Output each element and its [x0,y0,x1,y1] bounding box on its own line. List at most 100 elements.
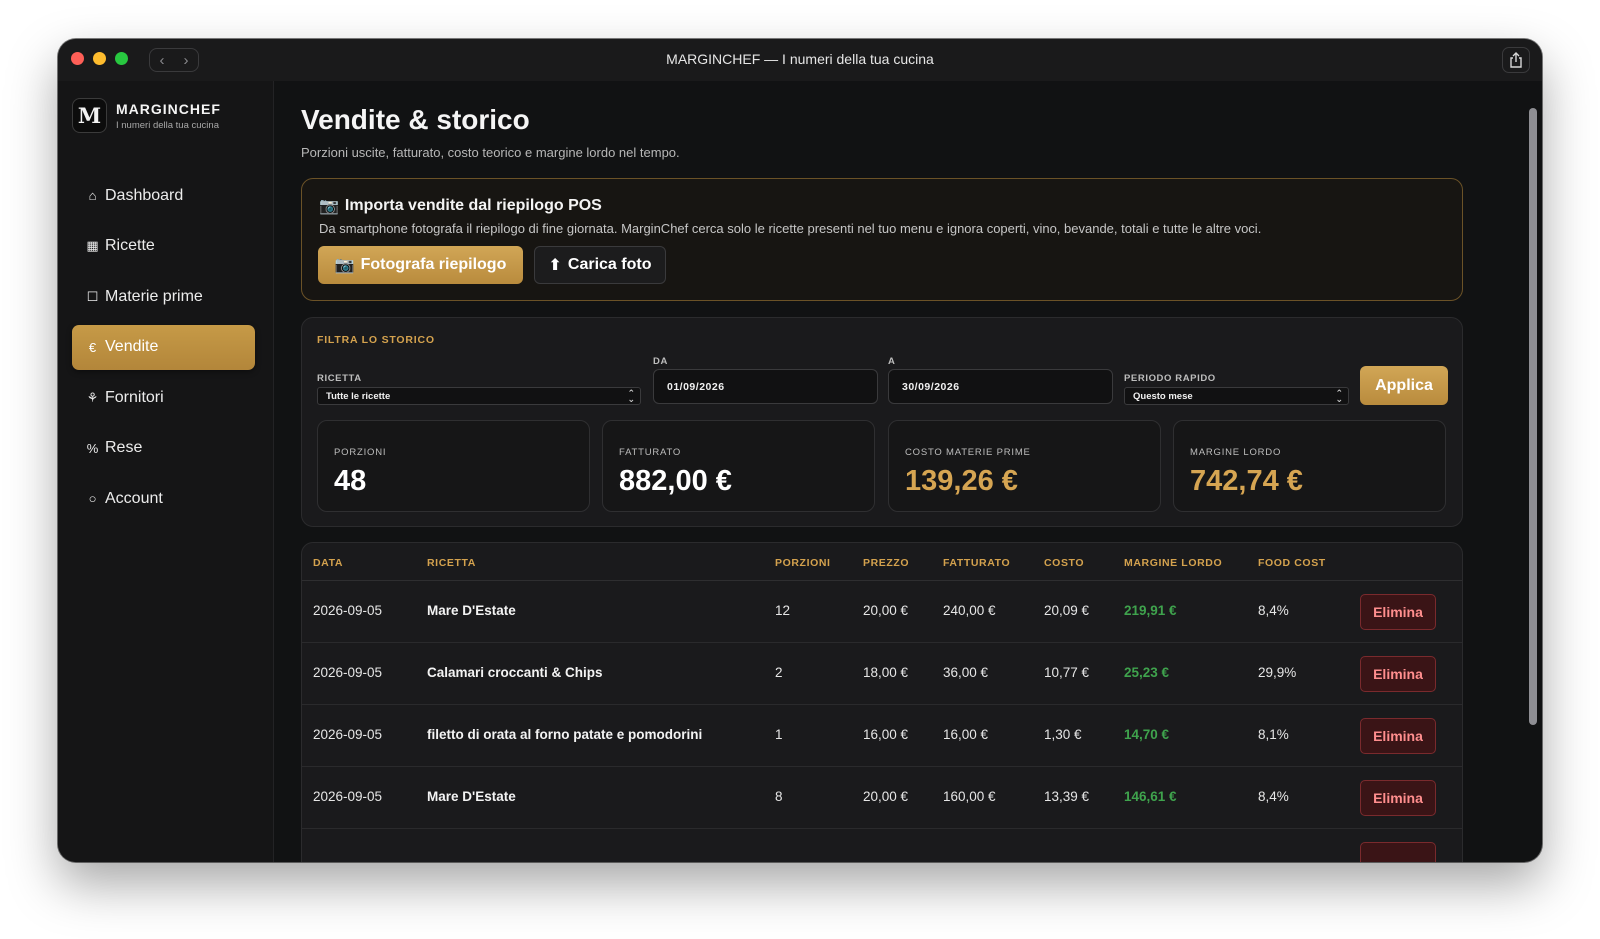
app-window: ‹ › MARGINCHEF — I numeri della tua cuci… [58,39,1542,862]
cell-margin: 25,23 € [1124,665,1170,680]
delete-button[interactable]: Elimina [1360,780,1436,816]
import-title-row: 📷 Importa vendite dal riepilogo POS [319,196,602,216]
cell-margin: 146,61 € [1124,789,1177,804]
period-select-value: Questo mese [1133,390,1193,402]
sidebar-item-label: Vendite [105,338,159,355]
stat-value: 139,26 € [905,465,1018,497]
minimize-window-button[interactable] [93,52,106,65]
zoom-window-button[interactable] [115,52,128,65]
share-button[interactable] [1502,47,1530,73]
select-arrows-icon: ⌃ ⌄ [627,388,635,404]
recipe-select-value: Tutte le ricette [326,390,391,402]
cell-date: 2026-09-05 [313,665,383,680]
cell-date: 2026-09-05 [313,789,383,804]
stat-value: 48 [334,465,367,497]
camera-icon: 📷 [319,198,339,215]
stat-value: 742,74 € [1190,465,1303,497]
from-date-value: 01/09/2026 [667,380,725,393]
close-window-button[interactable] [71,52,84,65]
select-arrows-icon: ⌃ ⌄ [1335,388,1343,404]
cell-margin: 14,70 € [1124,727,1170,742]
cell-date: 2026-09-05 [313,603,383,618]
table-row[interactable]: 2026-09-05 Mare D'Estate 12 20,00 € 240,00 €… [302,581,1462,643]
period-select[interactable]: Questo mese ⌃ ⌄ [1124,387,1349,405]
filter-card: FILTRA LO STORICO RICETTA Tutte le ricet… [301,317,1463,527]
back-icon[interactable]: ‹ [159,51,165,69]
sidebar-item-label: Dashboard [105,186,184,204]
column-header[interactable]: RICETTA [427,557,476,569]
apply-button[interactable]: Applica [1360,366,1448,405]
column-header[interactable]: PORZIONI [775,557,831,569]
from-date-label: DA [653,356,668,367]
upload-photo-button[interactable]: ⬆ Carica foto [534,246,666,284]
history-nav: ‹ › [149,48,199,72]
cell-price: 20,00 € [863,789,909,804]
list-icon: ▦ [86,238,99,253]
brand-logo: M [72,98,107,133]
stat-portions: PORZIONI 48 [317,420,590,512]
brand-tagline: I numeri della tua cucina [116,119,219,131]
sidebar-item-sales[interactable]: € Vendite [72,324,255,370]
cell-recipe: Mare D'Estate [427,603,516,618]
delete-button[interactable] [1360,842,1436,862]
page-subtitle: Porzioni uscite, fatturato, costo teoric… [301,145,680,160]
column-header[interactable]: MARGINE LORDO [1124,557,1223,569]
cell-portions: 12 [775,603,791,618]
import-pos-card: 📷 Importa vendite dal riepilogo POS Da s… [301,178,1463,301]
cell-cost: 13,39 € [1044,789,1090,804]
cell-date: 2026-09-05 [313,727,383,742]
brand: M MARGINCHEF I numeri della tua cucina [72,98,221,133]
upload-icon: ⬆ [548,257,562,274]
column-header[interactable]: COSTO [1044,557,1085,569]
sidebar-item-ingredients[interactable]: ☐ Materie prime [72,274,255,319]
table-row[interactable] [302,829,1462,862]
table-row[interactable]: 2026-09-05 filetto di orata al forno pata… [302,705,1462,767]
column-header[interactable]: DATA [313,557,344,569]
euro-icon: € [88,339,97,355]
window-title: MARGINCHEF — I numeri della tua cucina [666,51,934,67]
column-header[interactable]: FATTURATO [943,557,1011,569]
cell-food-cost: 29,9% [1258,665,1297,680]
table-row[interactable]: 2026-09-05 Mare D'Estate 8 20,00 € 160,00 € 1… [302,767,1462,829]
to-date-label: A [888,356,896,367]
column-header[interactable]: FOOD COST [1258,557,1326,569]
to-date-input[interactable]: 30/09/2026 [888,369,1113,404]
from-date-input[interactable]: 01/09/2026 [653,369,878,404]
cell-food-cost: 8,4% [1258,603,1289,618]
title-bar: ‹ › MARGINCHEF — I numeri della tua cuci… [58,39,1542,81]
delete-button[interactable]: Elimina [1360,718,1436,754]
sidebar-item-recipes[interactable]: ▦ Ricette [72,224,255,269]
upload-photo-label: Carica foto [567,256,652,273]
sales-table: DATA RICETTA PORZIONI PREZZO FATTURATO COSTO M… [301,542,1463,862]
cell-portions: 8 [775,789,783,804]
delete-button[interactable]: Elimina [1360,656,1436,692]
sidebar-item-yields[interactable]: % Rese [72,426,255,471]
photo-summary-button[interactable]: 📷 Fotografa riepilogo [318,246,523,284]
home-icon: ⌂ [88,188,97,203]
sidebar-item-account[interactable]: ○ Account [72,476,255,521]
table-row[interactable]: 2026-09-05 Calamari croccanti & Chips 2 18,… [302,643,1462,705]
delete-button[interactable]: Elimina [1360,594,1436,630]
main-content: Vendite & storico Porzioni uscite, fattu… [274,81,1542,862]
sidebar-item-dashboard[interactable]: ⌂ Dashboard [72,173,255,218]
cell-revenue: 16,00 € [943,727,989,742]
sidebar-item-suppliers[interactable]: ⚘ Fornitori [72,375,255,420]
stat-label: COSTO MATERIE PRIME [905,447,1031,458]
cell-food-cost: 8,1% [1258,727,1289,742]
cell-revenue: 36,00 € [943,665,989,680]
forward-icon[interactable]: › [183,51,189,69]
cell-cost: 1,30 € [1044,727,1082,742]
cell-revenue: 240,00 € [943,603,996,618]
recipe-select[interactable]: Tutte le ricette ⌃ ⌄ [317,387,641,405]
column-header[interactable]: PREZZO [863,557,910,569]
import-title: Importa vendite dal riepilogo POS [344,197,602,214]
scrollbar[interactable] [1529,108,1537,725]
stat-value: 882,00 € [619,465,732,497]
cell-revenue: 160,00 € [943,789,996,804]
sidebar-nav: ⌂ Dashboard ▦ Ricette ☐ Materie prime € Vendite… [72,173,255,527]
cell-price: 18,00 € [863,665,909,680]
cell-cost: 20,09 € [1044,603,1090,618]
stat-ingredient-cost: COSTO MATERIE PRIME 139,26 € [888,420,1161,512]
sidebar-item-label: Rese [105,439,143,456]
table-header: DATA RICETTA PORZIONI PREZZO FATTURATO COSTO M… [302,543,1462,581]
